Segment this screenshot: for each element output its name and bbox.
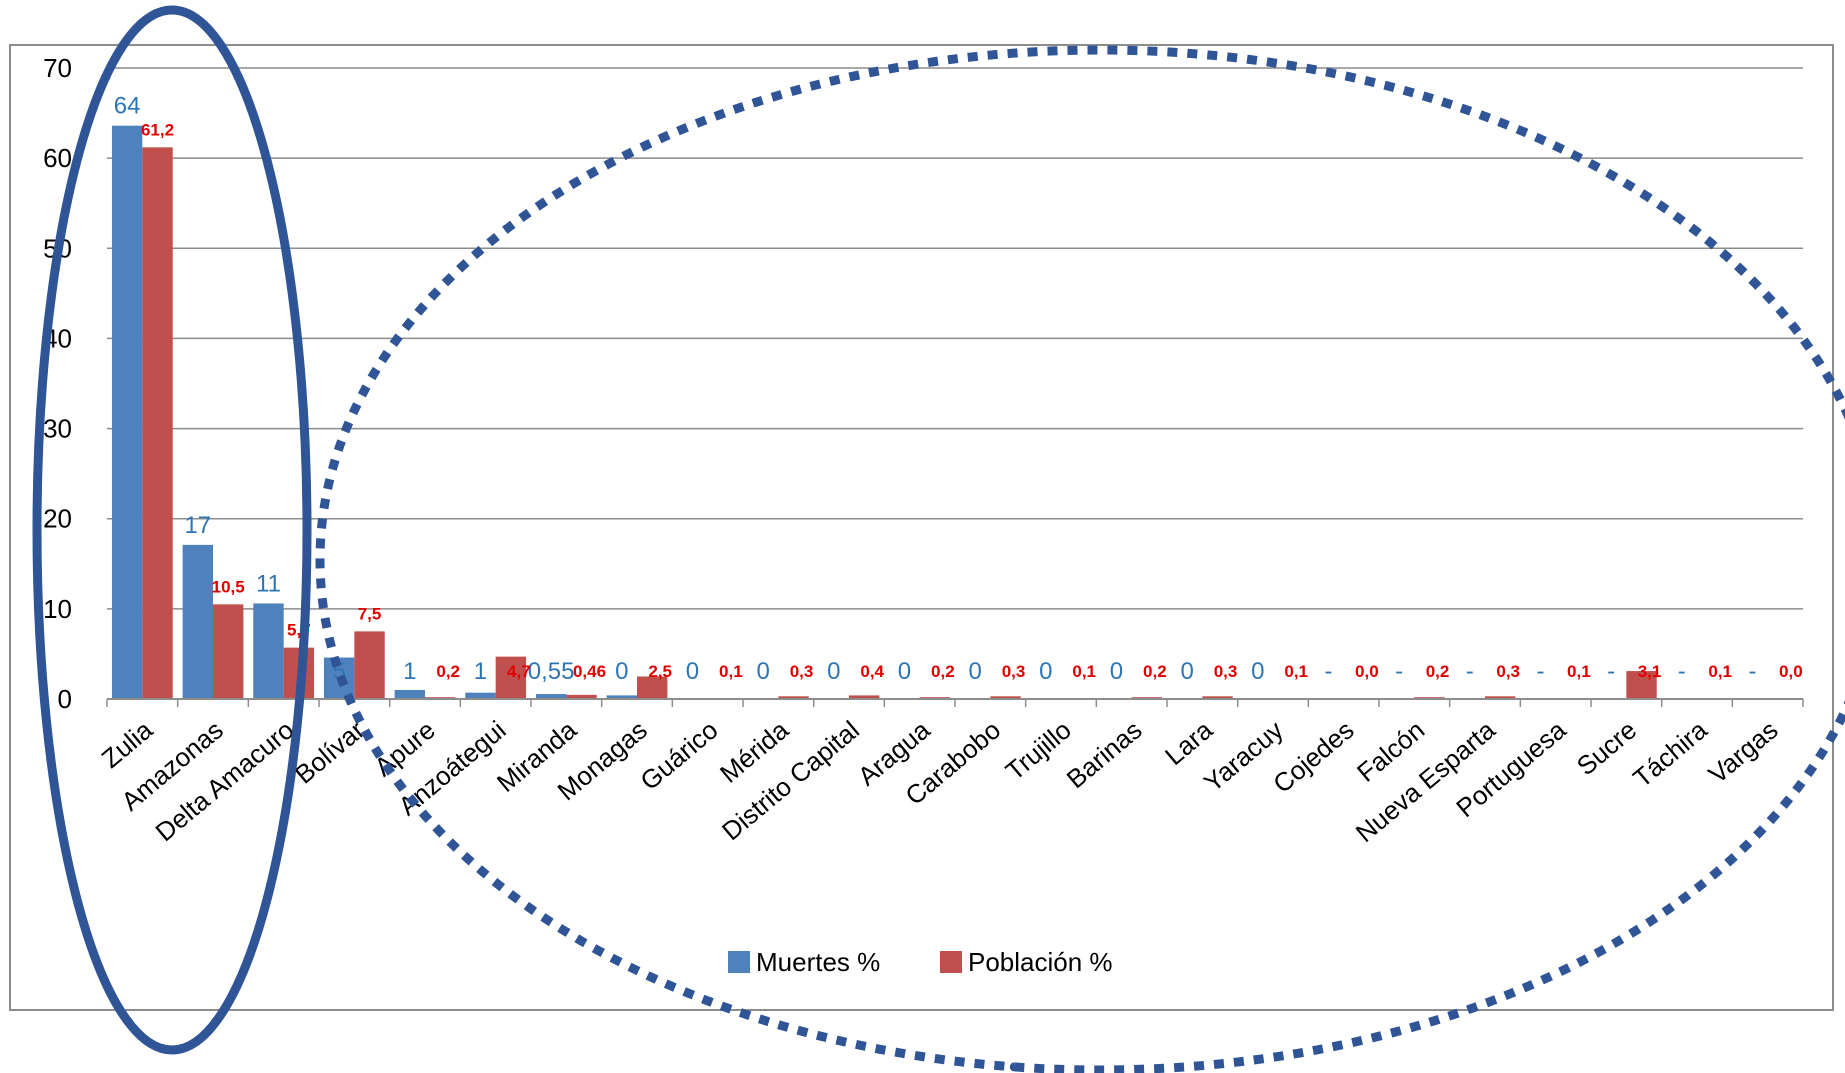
bar-poblacion [1485, 696, 1516, 699]
bar-muertes [253, 603, 284, 699]
data-label-muertes: 1 [474, 658, 487, 685]
bars [111, 125, 1728, 700]
data-label-muertes: - [1466, 658, 1474, 685]
data-label-poblacion: 0,1 [1708, 662, 1732, 681]
bar-poblacion [142, 147, 173, 700]
legend-swatch [940, 951, 962, 973]
data-label-muertes: 64 [114, 93, 141, 120]
bar-muertes [394, 689, 425, 699]
data-label-muertes: - [1395, 658, 1403, 685]
legend-swatch [728, 951, 750, 973]
legend-label: Muertes % [756, 947, 880, 977]
bar-poblacion [213, 604, 244, 699]
data-label-poblacion: 10,5 [212, 577, 245, 596]
data-label-muertes: 0 [615, 658, 628, 685]
data-label-poblacion: 0,2 [436, 662, 460, 681]
data-label-muertes: - [1324, 658, 1332, 685]
bar-poblacion [1202, 696, 1233, 699]
data-label-poblacion: 3,1 [1638, 662, 1662, 681]
dotted-ellipse-annotation [315, 45, 1845, 1073]
y-tick-label: 10 [43, 594, 72, 624]
data-label-poblacion: 0,4 [860, 662, 884, 681]
bar-poblacion [849, 695, 880, 699]
y-tick-label: 30 [43, 414, 72, 444]
y-tick-label: 70 [43, 53, 72, 83]
legend-label: Población % [968, 947, 1113, 977]
annotations [32, 5, 1845, 1073]
data-label-poblacion: 0,2 [1143, 662, 1167, 681]
data-label-muertes: 0 [1039, 658, 1052, 685]
data-label-muertes: 0 [968, 658, 981, 685]
bar-muertes [606, 695, 637, 699]
data-label-poblacion: 0,0 [1355, 662, 1379, 681]
data-label-muertes: - [1607, 658, 1615, 685]
data-label-muertes: 0 [686, 658, 699, 685]
legend: Muertes % Población % [728, 947, 1113, 977]
data-label-poblacion: 0,1 [1567, 662, 1591, 681]
data-label-poblacion: 7,5 [358, 604, 382, 623]
bar-poblacion [354, 631, 385, 699]
bar-poblacion [990, 696, 1021, 699]
data-label-poblacion: 0,3 [1496, 662, 1520, 681]
gridlines [107, 67, 1803, 610]
bar-poblacion [566, 694, 597, 699]
data-label-poblacion: 0,3 [790, 662, 814, 681]
data-label-muertes: 0 [898, 658, 911, 685]
bar-poblacion [1626, 671, 1657, 699]
bar-poblacion [637, 676, 668, 699]
data-label-muertes: 0 [1180, 658, 1193, 685]
data-label-poblacion: 0,0 [1779, 662, 1803, 681]
data-label-poblacion: 0,2 [931, 662, 955, 681]
chart-area-border [9, 44, 1834, 1011]
y-tick-label: 20 [43, 504, 72, 534]
data-label-poblacion: 2,5 [648, 662, 672, 681]
data-label-poblacion: 0,46 [573, 662, 606, 681]
bar-muertes [465, 692, 496, 699]
data-label-poblacion: 0,1 [719, 662, 743, 681]
data-label-muertes: 0,55 [528, 658, 575, 685]
solid-ellipse-annotation [32, 5, 312, 1055]
data-label-poblacion: 0,2 [1426, 662, 1450, 681]
data-label-poblacion: 4,7 [507, 662, 531, 681]
data-label-muertes: - [1678, 658, 1686, 685]
data-label-muertes: 1 [403, 658, 416, 685]
bar-poblacion [778, 696, 809, 699]
data-label-muertes: 17 [184, 512, 211, 539]
data-label-poblacion: 0,1 [1284, 662, 1308, 681]
bar-poblacion [495, 656, 527, 699]
y-tick-label: 0 [58, 684, 72, 714]
data-label-muertes: 0 [756, 658, 769, 685]
data-label-poblacion: 61,2 [141, 120, 174, 139]
data-label-muertes: 0 [1251, 658, 1264, 685]
data-label-muertes: 11 [256, 570, 281, 597]
y-tick-label: 60 [43, 143, 72, 173]
bar-muertes [182, 544, 213, 699]
data-label-poblacion: 0,3 [1214, 662, 1238, 681]
data-label-muertes: 0 [1110, 658, 1123, 685]
data-label-poblacion: 0,3 [1002, 662, 1026, 681]
bar-muertes [111, 125, 143, 700]
data-label-muertes: - [1536, 658, 1544, 685]
x-axis [106, 698, 1804, 707]
data-label-muertes: - [1748, 658, 1756, 685]
bar-muertes [535, 694, 567, 699]
data-label-poblacion: 0,1 [1072, 662, 1096, 681]
data-label-muertes: 0 [827, 658, 840, 685]
